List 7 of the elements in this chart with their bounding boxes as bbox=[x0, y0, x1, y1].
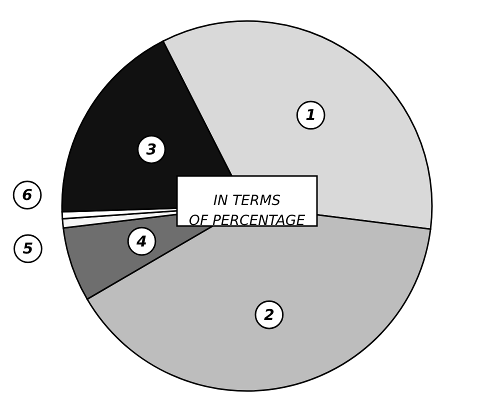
slice-label: 2 bbox=[264, 306, 274, 324]
slice-label: 1 bbox=[306, 106, 316, 124]
slice-label: 3 bbox=[146, 140, 157, 158]
slice-label: 5 bbox=[22, 240, 34, 258]
slice-label: 6 bbox=[22, 186, 32, 204]
text: IN TERMS OF PERCENTAGE bbox=[188, 193, 306, 229]
slice-label: 4 bbox=[136, 232, 147, 250]
